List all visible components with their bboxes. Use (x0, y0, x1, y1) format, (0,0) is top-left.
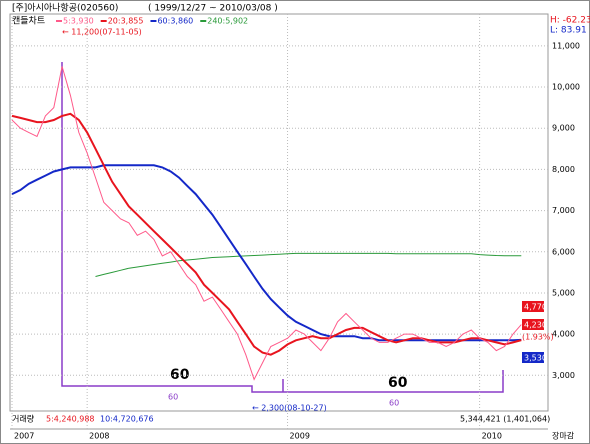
chart-subtitle: ( 1999/12/27 ~ 2010/03/08 ) (148, 4, 278, 14)
price-high: 4,770 (524, 303, 547, 312)
volume-ma10: 10:4,720,676 (100, 415, 154, 424)
x-tick-label: 2007 (14, 432, 34, 441)
legend: 5:3,930 20:3,855 60:3,860 240:5,902 (56, 17, 248, 26)
status-label: 장마감 (552, 431, 575, 441)
l-label: L: 83.91 (550, 26, 587, 36)
y-tick-label: 5,000 (552, 288, 575, 297)
y-tick-label: 3,000 (552, 371, 575, 380)
volume-label: 거래량 (12, 414, 35, 424)
volume-ma5: 5:4,240,988 (46, 415, 95, 424)
legend-label: 20:3,855 (108, 17, 144, 26)
period-bracket (61, 62, 504, 393)
volume-value: 5,344,421 (1,401,064) (460, 415, 550, 424)
series-line (95, 252, 522, 277)
period-label: 60 (388, 375, 408, 391)
period-label: 60 (170, 367, 190, 383)
chart-label: 캔들차트 (12, 15, 45, 27)
price-low: 3,530 (524, 354, 547, 363)
y-tick-label: 8,000 (552, 165, 575, 174)
y-tick-label: 11,000 (552, 41, 580, 50)
price-box (522, 301, 544, 312)
period-small-label: 60 (168, 393, 178, 402)
h-label: H: -62.23 (550, 16, 590, 26)
x-tick-label: 2010 (482, 432, 502, 441)
x-tick-label: 2008 (89, 432, 109, 441)
y-tick-label: 10,000 (552, 83, 580, 92)
x-tick-label: 2009 (290, 432, 310, 441)
y-tick-label: 7,000 (552, 206, 575, 215)
price-change: (1.93%) (522, 333, 554, 342)
legend-label: 240:5,902 (207, 17, 248, 26)
legend-label: 5:3,930 (63, 17, 94, 26)
price-last: 4,230 (524, 321, 547, 330)
period-small-label: 60 (389, 399, 399, 408)
y-tick-label: 9,000 (552, 124, 575, 133)
low-note: ← 2,300(08-10-27) (252, 404, 327, 413)
series-line (11, 66, 522, 381)
series-line (11, 164, 522, 342)
y-tick-label: 4,000 (552, 330, 575, 339)
legend-label: 60:3,860 (157, 17, 193, 26)
price-box (522, 319, 544, 330)
price-box (522, 352, 544, 363)
chart-title: [주]아시아나항공(020560) (12, 3, 118, 14)
y-tick-label: 6,000 (552, 247, 575, 256)
high-note: ← 11,200(07-11-05) (62, 28, 142, 37)
